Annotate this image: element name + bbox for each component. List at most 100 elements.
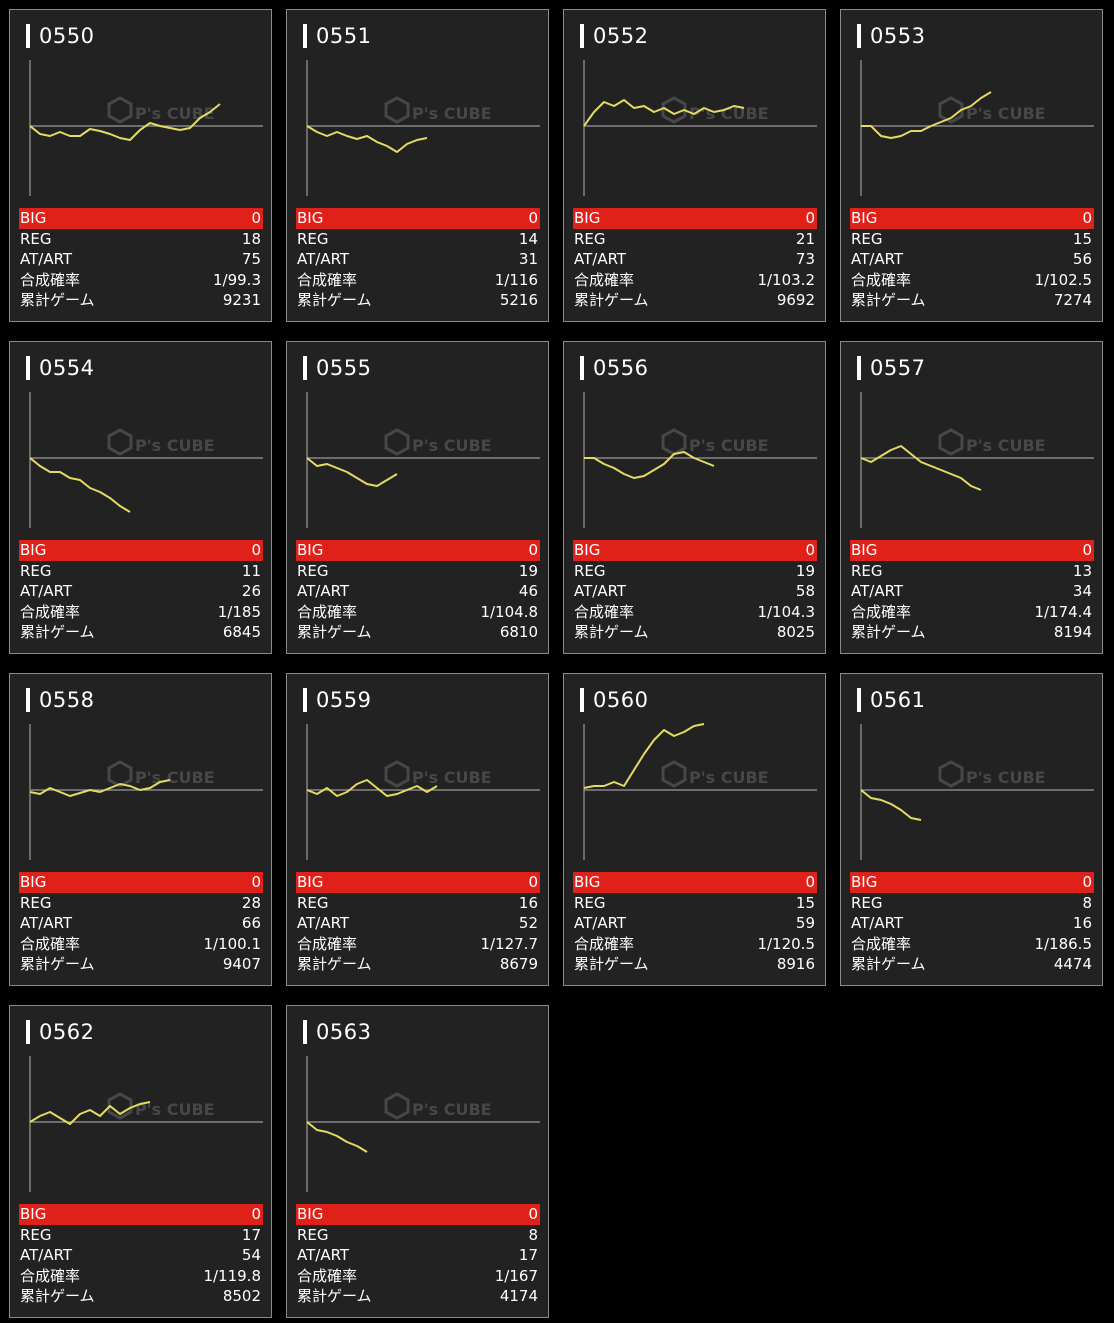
rate-row: 合成確率 1/99.3 (19, 270, 263, 291)
games-value: 9692 (776, 291, 815, 309)
rate-row: 合成確率 1/119.8 (19, 1266, 263, 1287)
machine-card-0554[interactable]: 0554 P's CUBE BIG 0 REG 11 AT/ART 26 合成確率 1/… (9, 341, 272, 654)
big-label: BIG (20, 209, 47, 227)
rate-value: 1/116 (494, 270, 538, 289)
at-row: AT/ART 75 (19, 249, 263, 270)
rate-row: 合成確率 1/167 (296, 1266, 540, 1287)
slump-line (29, 103, 221, 141)
reg-value: 28 (241, 893, 261, 912)
rate-value: 1/119.8 (203, 1266, 261, 1285)
machine-card-0562[interactable]: 0562 P's CUBE BIG 0 REG 17 AT/ART 54 合成確率 1/… (9, 1005, 272, 1318)
machine-card-0550[interactable]: 0550 P's CUBE BIG 0 REG 18 AT/ART 75 合成確率 1/… (9, 9, 272, 322)
header-marker (303, 356, 307, 380)
at-label: AT/ART (20, 582, 73, 600)
games-value: 4174 (499, 1287, 538, 1305)
header-marker (303, 688, 307, 712)
machine-card-0556[interactable]: 0556 P's CUBE BIG 0 REG 19 AT/ART 58 合成確率 1/… (563, 341, 826, 654)
big-value: 0 (251, 209, 261, 227)
slump-graph: P's CUBE (583, 60, 817, 196)
watermark-logo: P's CUBE (938, 428, 1046, 456)
watermark-logo: P's CUBE (384, 1092, 492, 1120)
slump-graph: P's CUBE (860, 392, 1094, 528)
slump-line (860, 445, 982, 491)
machine-card-0555[interactable]: 0555 P's CUBE BIG 0 REG 19 AT/ART 46 合成確率 1/… (286, 341, 549, 654)
stats-table: BIG 0 REG 21 AT/ART 73 合成確率 1/103.2 累計ゲーム 969… (573, 208, 817, 311)
big-row: BIG 0 (19, 1204, 263, 1225)
slump-line (306, 779, 438, 797)
slump-line (583, 99, 745, 127)
reg-value: 21 (795, 229, 815, 248)
machine-number: 0551 (316, 24, 372, 48)
watermark-logo: P's CUBE (661, 96, 769, 124)
games-row: 累計ゲーム 9231 (19, 290, 263, 311)
machine-number: 0554 (39, 356, 95, 380)
reg-label: REG (20, 561, 52, 580)
stats-table: BIG 0 REG 11 AT/ART 26 合成確率 1/185 累計ゲーム 6845 (19, 540, 263, 643)
header-marker (303, 1020, 307, 1044)
big-label: BIG (297, 1205, 324, 1223)
watermark-text: P's CUBE (689, 436, 769, 455)
games-value: 8679 (499, 955, 538, 973)
reg-label: REG (297, 561, 329, 580)
slump-graph: P's CUBE (860, 724, 1094, 860)
big-value: 0 (251, 541, 261, 559)
watermark-logo: P's CUBE (384, 760, 492, 788)
stats-table: BIG 0 REG 8 AT/ART 16 合成確率 1/186.5 累計ゲーム 4474 (850, 872, 1094, 975)
stats-table: BIG 0 REG 18 AT/ART 75 合成確率 1/99.3 累計ゲーム 9231 (19, 208, 263, 311)
big-value: 0 (1082, 541, 1092, 559)
games-row: 累計ゲーム 4174 (296, 1286, 540, 1307)
games-label: 累計ゲーム (20, 1287, 95, 1305)
at-value: 54 (241, 1246, 261, 1264)
machine-card-0552[interactable]: 0552 P's CUBE BIG 0 REG 21 AT/ART 73 合成確率 1/… (563, 9, 826, 322)
machine-card-0553[interactable]: 0553 P's CUBE BIG 0 REG 15 AT/ART 56 合成確率 1/… (840, 9, 1103, 322)
rate-row: 合成確率 1/185 (19, 602, 263, 623)
games-value: 8502 (222, 1287, 261, 1305)
machine-card-0559[interactable]: 0559 P's CUBE BIG 0 REG 16 AT/ART 52 合成確率 1/… (286, 673, 549, 986)
watermark-text: P's CUBE (689, 104, 769, 123)
machine-header: 0560 (580, 687, 648, 713)
games-row: 累計ゲーム 8194 (850, 622, 1094, 643)
stats-table: BIG 0 REG 28 AT/ART 66 合成確率 1/100.1 累計ゲーム 940… (19, 872, 263, 975)
at-label: AT/ART (574, 914, 627, 932)
machine-card-0563[interactable]: 0563 P's CUBE BIG 0 REG 8 AT/ART 17 合成確率 1/1… (286, 1005, 549, 1318)
at-row: AT/ART 16 (850, 913, 1094, 934)
at-label: AT/ART (20, 1246, 73, 1264)
big-label: BIG (851, 873, 878, 891)
rate-label: 合成確率 (297, 934, 358, 953)
stats-table: BIG 0 REG 13 AT/ART 34 合成確率 1/174.4 累計ゲーム 819… (850, 540, 1094, 643)
watermark-logo: P's CUBE (107, 96, 215, 124)
slump-graph: P's CUBE (306, 724, 540, 860)
rate-value: 1/186.5 (1034, 934, 1092, 953)
machine-number: 0557 (870, 356, 926, 380)
reg-label: REG (574, 229, 606, 248)
cube-icon (107, 760, 133, 788)
machine-card-0558[interactable]: 0558 P's CUBE BIG 0 REG 28 AT/ART 66 合成確率 1/… (9, 673, 272, 986)
at-value: 58 (795, 582, 815, 600)
slump-line (306, 457, 398, 487)
reg-row: REG 8 (850, 893, 1094, 914)
rate-value: 1/103.2 (757, 270, 815, 289)
reg-label: REG (20, 893, 52, 912)
machine-grid: 0550 P's CUBE BIG 0 REG 18 AT/ART 75 合成確率 1/… (9, 9, 1105, 1318)
at-value: 34 (1072, 582, 1092, 600)
slump-line (584, 451, 715, 479)
machine-header: 0563 (303, 1019, 371, 1045)
reg-row: REG 18 (19, 229, 263, 250)
rate-value: 1/102.5 (1034, 270, 1092, 289)
at-value: 17 (518, 1246, 538, 1264)
reg-label: REG (20, 229, 52, 248)
rate-row: 合成確率 1/104.3 (573, 602, 817, 623)
at-row: AT/ART 46 (296, 581, 540, 602)
machine-card-0561[interactable]: 0561 P's CUBE BIG 0 REG 8 AT/ART 16 合成確率 1/1… (840, 673, 1103, 986)
machine-card-0560[interactable]: 0560 P's CUBE BIG 0 REG 15 AT/ART 59 合成確率 1/… (563, 673, 826, 986)
big-row: BIG 0 (19, 540, 263, 561)
big-label: BIG (20, 541, 47, 559)
machine-card-0557[interactable]: 0557 P's CUBE BIG 0 REG 13 AT/ART 34 合成確率 1/… (840, 341, 1103, 654)
machine-header: 0562 (26, 1019, 94, 1045)
at-value: 16 (1072, 914, 1092, 932)
reg-row: REG 15 (573, 893, 817, 914)
reg-label: REG (851, 893, 883, 912)
watermark-text: P's CUBE (412, 104, 492, 123)
machine-card-0551[interactable]: 0551 P's CUBE BIG 0 REG 14 AT/ART 31 合成確率 1/… (286, 9, 549, 322)
watermark-text: P's CUBE (135, 1100, 215, 1119)
